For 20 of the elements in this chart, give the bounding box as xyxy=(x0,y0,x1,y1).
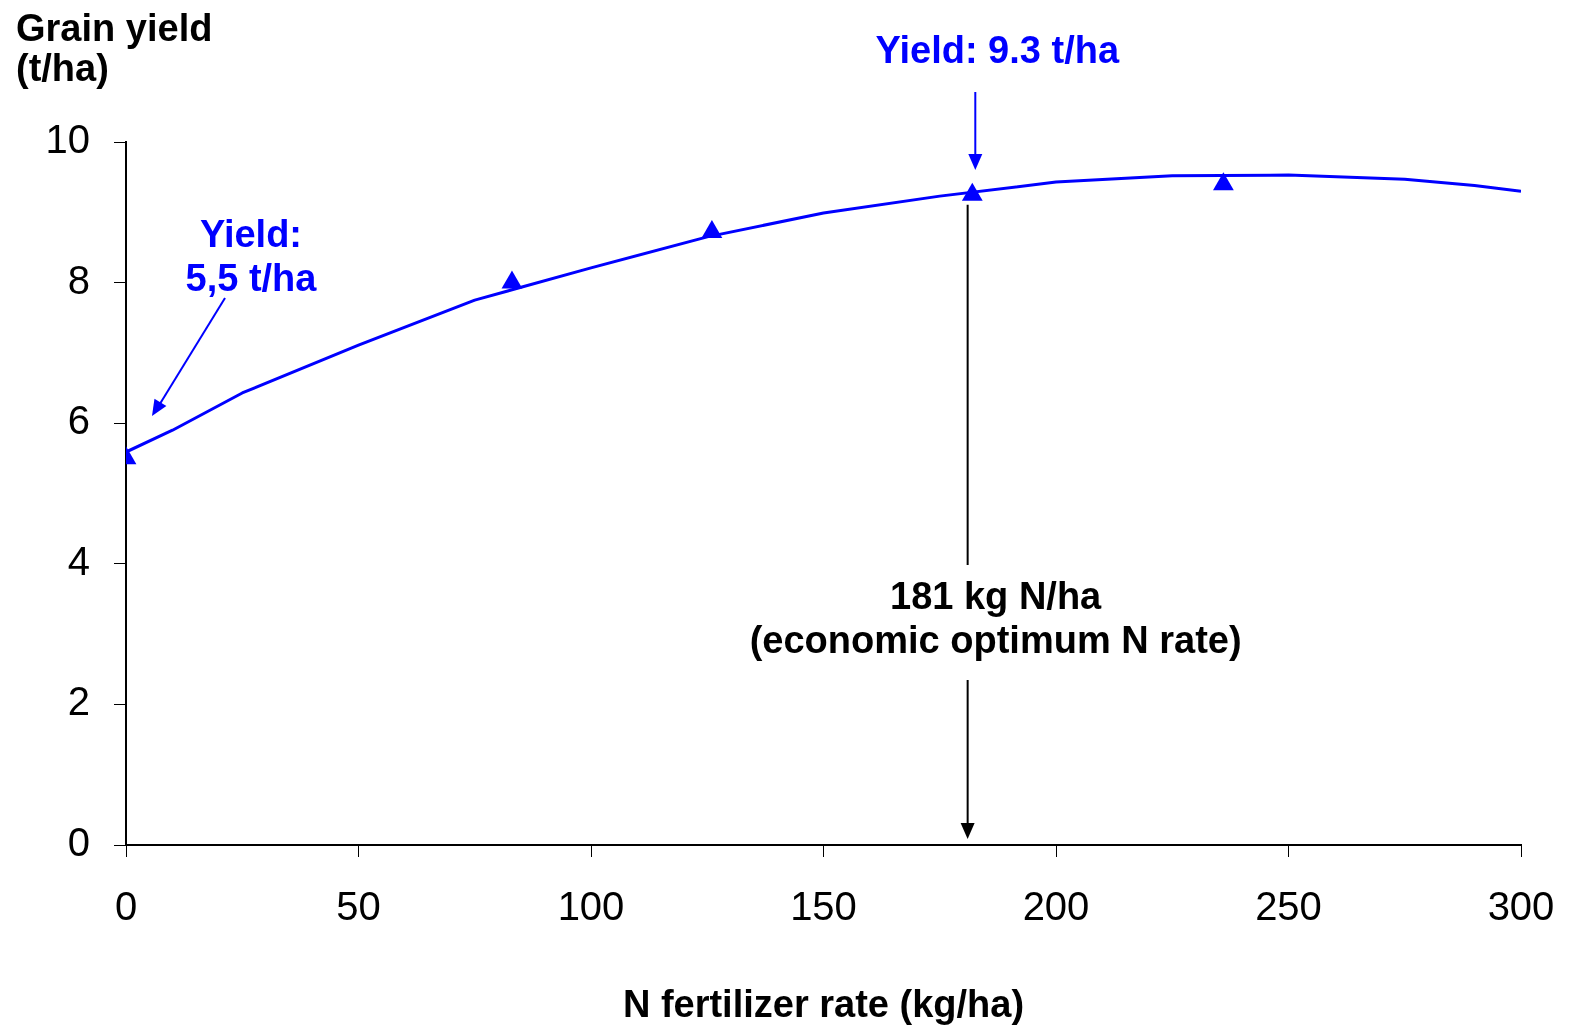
y-axis-title: Grain yield (t/ha) xyxy=(16,7,213,89)
x-tick-label: 50 xyxy=(336,884,381,929)
annotation: Yield: 5,5 t/ha xyxy=(185,212,317,300)
point xyxy=(501,270,523,289)
y-tick-label: 6 xyxy=(67,398,90,443)
ref-line-label: 181 kg N/ha (economic optimum N rate) xyxy=(749,574,1242,662)
y-tick-label: 0 xyxy=(67,820,90,865)
y-tick-label: 10 xyxy=(45,117,90,162)
text: Yield: 9.3 t/ha xyxy=(875,28,1120,72)
y-tick-label: 2 xyxy=(67,679,90,724)
x-tick-label: 0 xyxy=(114,884,138,929)
x-axis-title: N fertilizer rate (kg/ha) xyxy=(622,982,1025,1025)
x-tick-label: 250 xyxy=(1255,884,1322,929)
x-tick-label: 100 xyxy=(557,884,625,929)
y-tick-label: 4 xyxy=(67,538,90,583)
point xyxy=(1213,172,1234,191)
x-tick-label: 300 xyxy=(1487,884,1555,929)
y-tick-label: 8 xyxy=(67,257,90,302)
x-tick-label: 150 xyxy=(790,884,857,929)
x-tick-label: 200 xyxy=(1022,884,1090,929)
